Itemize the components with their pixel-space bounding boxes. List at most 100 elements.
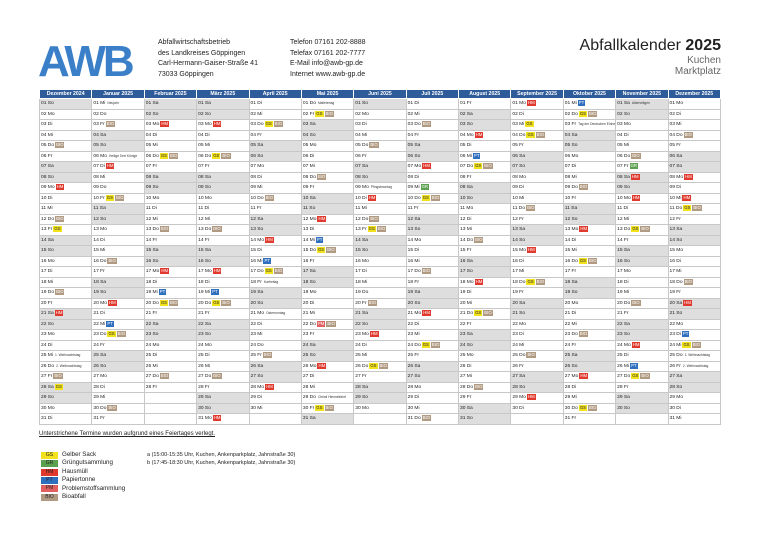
- day-label: 15 Mo: [512, 248, 526, 253]
- day-label: 11 Di: [145, 206, 157, 211]
- day-label: 31 Sa: [302, 416, 316, 421]
- waste-tag: HM: [367, 194, 377, 201]
- day-cell: 03 Fr BIO: [91, 119, 145, 131]
- day-label: 02 Mi: [250, 111, 263, 117]
- waste-tag: GS: [578, 110, 588, 117]
- day-cell: 26 Fr 2. Weihnachtstag: [667, 360, 721, 372]
- day-cell: 29 Sa: [196, 392, 250, 404]
- day-label: 02 Sa: [460, 111, 473, 117]
- day-label: 06 Mi: [460, 153, 472, 159]
- day-cell: 06 Fr: [353, 150, 407, 162]
- day-label: 06 Mo: [564, 153, 579, 159]
- day-label: 07 Fr: [145, 164, 158, 169]
- day-label: 19 Fr: [669, 290, 681, 295]
- website-link[interactable]: Internet www.awb-gp.de: [290, 70, 366, 78]
- day-cell: 08 Do BIO: [300, 171, 355, 183]
- day-cell: 26 Do 2. Weihnachtstag: [38, 360, 93, 372]
- day-cell: 25 Mi 1. Weihnachtstag: [38, 350, 93, 362]
- day-label: 03 Di: [355, 122, 367, 127]
- day-cell: 13 So: [405, 224, 460, 236]
- day-label: 29 Mi: [564, 395, 577, 400]
- day-cell: 08 Fr: [457, 171, 512, 183]
- day-cell: 27 Sa: [667, 371, 721, 383]
- day-label: 12 So: [93, 216, 107, 222]
- day-cell: 25 Do 1. Weihnachtstag: [667, 350, 721, 362]
- day-cell: 09 Di: [510, 182, 564, 194]
- day-cell: 09 Di: [667, 182, 721, 194]
- waste-tag: GS: [264, 121, 273, 127]
- day-cell: 09 Do: [91, 182, 145, 194]
- waste-tag: HM: [422, 163, 431, 169]
- day-cell: 18 Do BIO: [667, 276, 721, 288]
- day-label: 05 Sa: [250, 143, 264, 148]
- day-label: 18 Mi: [355, 279, 368, 285]
- day-label: 23 Do: [564, 332, 578, 337]
- day-cell: 21 Do GS BIO: [457, 308, 512, 320]
- day-label: 22 Sa: [198, 321, 211, 327]
- day-label: 14 Do: [460, 237, 474, 243]
- day-cell: 12 Mi: [196, 213, 250, 225]
- day-label: 13 Do: [617, 227, 631, 232]
- day-label: 15 So: [355, 248, 369, 253]
- day-cell: 16 Di: [510, 255, 564, 267]
- day-label: 16 Di: [512, 258, 524, 264]
- day-row: 02 Mo 02 Do 02 So 02 So 02 Mi 02 Fr GS BIO 02 Mo…: [38, 108, 721, 120]
- day-label: 08 Sa: [617, 174, 630, 180]
- day-label: 11 Mo: [460, 206, 474, 211]
- day-label: 13 Sa: [669, 227, 683, 232]
- day-cell: 22 Mi PT: [91, 318, 145, 330]
- day-label: 29 Sa: [617, 395, 630, 400]
- waste-tag: GS: [578, 257, 588, 264]
- day-cell: [143, 413, 198, 425]
- waste-tag: GS: [367, 226, 376, 232]
- day-label: 21 Di: [93, 311, 105, 316]
- day-label: 09 So: [198, 185, 211, 190]
- day-label: 15 Do: [302, 248, 316, 253]
- day-cell: 21 Di: [562, 308, 617, 320]
- waste-tag: BIO: [273, 268, 284, 274]
- day-cell: 20 Mo HM: [91, 297, 145, 309]
- day-cell: 06 Mo Heilige Drei Könige: [91, 150, 145, 162]
- day-label: 29 So: [355, 395, 369, 400]
- day-label: 18 Do: [512, 279, 526, 285]
- day-label: 28 So: [669, 384, 683, 390]
- day-label: 27 Sa: [669, 374, 683, 379]
- day-cell: 07 Di: [562, 161, 617, 173]
- day-cell: 05 Mi: [615, 140, 669, 152]
- waste-tag: BIO: [526, 352, 536, 358]
- day-cell: 09 So: [615, 182, 669, 194]
- waste-tag: HM: [317, 215, 327, 222]
- waste-tag: BIO: [326, 247, 336, 253]
- day-label: 27 So: [407, 374, 421, 379]
- day-label: 31 Mo: [198, 416, 212, 421]
- title-text: Abfallkalender: [579, 37, 681, 54]
- day-label: 15 So: [41, 248, 54, 253]
- waste-tag: HM: [317, 362, 327, 369]
- month-header: April 2025: [248, 89, 302, 99]
- day-label: 09 Do: [93, 185, 107, 190]
- day-cell: 26 Sa: [405, 360, 460, 372]
- awb-logo: AWB: [38, 38, 136, 80]
- day-label: 11 Di: [617, 206, 629, 211]
- day-cell: 24 Mo HM: [615, 339, 669, 351]
- day-label: 14 So: [669, 237, 683, 243]
- day-cell: 07 Mo HM: [405, 161, 460, 173]
- day-label: 19 Mo: [302, 290, 317, 295]
- day-cell: 02 Sa: [457, 108, 512, 120]
- day-cell: 13 Do BIO: [143, 224, 198, 236]
- day-cell: 04 Mi: [38, 129, 93, 141]
- day-label: 26 Mi: [198, 363, 211, 369]
- day-cell: 19 Mi PT: [143, 287, 198, 299]
- email-link[interactable]: E-Mail info@awb-gp.de: [290, 60, 363, 68]
- day-label: 17 Di: [41, 269, 53, 274]
- day-cell: 15 Mo HM: [510, 245, 564, 257]
- day-label: 20 Fr: [41, 300, 53, 306]
- day-label: 04 Sa: [93, 132, 107, 138]
- day-cell: 03 Sa: [300, 119, 355, 131]
- day-label: 27 Fr: [41, 374, 53, 379]
- title-year: 2025: [685, 37, 721, 54]
- day-label: 26 Sa: [407, 363, 421, 369]
- day-row: 30 Mo 30 Do BIO 30 So 30 Mi 30 Fr GS BIO 30 Mo 30…: [38, 402, 721, 414]
- day-label: 21 Sa: [41, 311, 54, 316]
- day-cell: 14 So: [510, 234, 564, 246]
